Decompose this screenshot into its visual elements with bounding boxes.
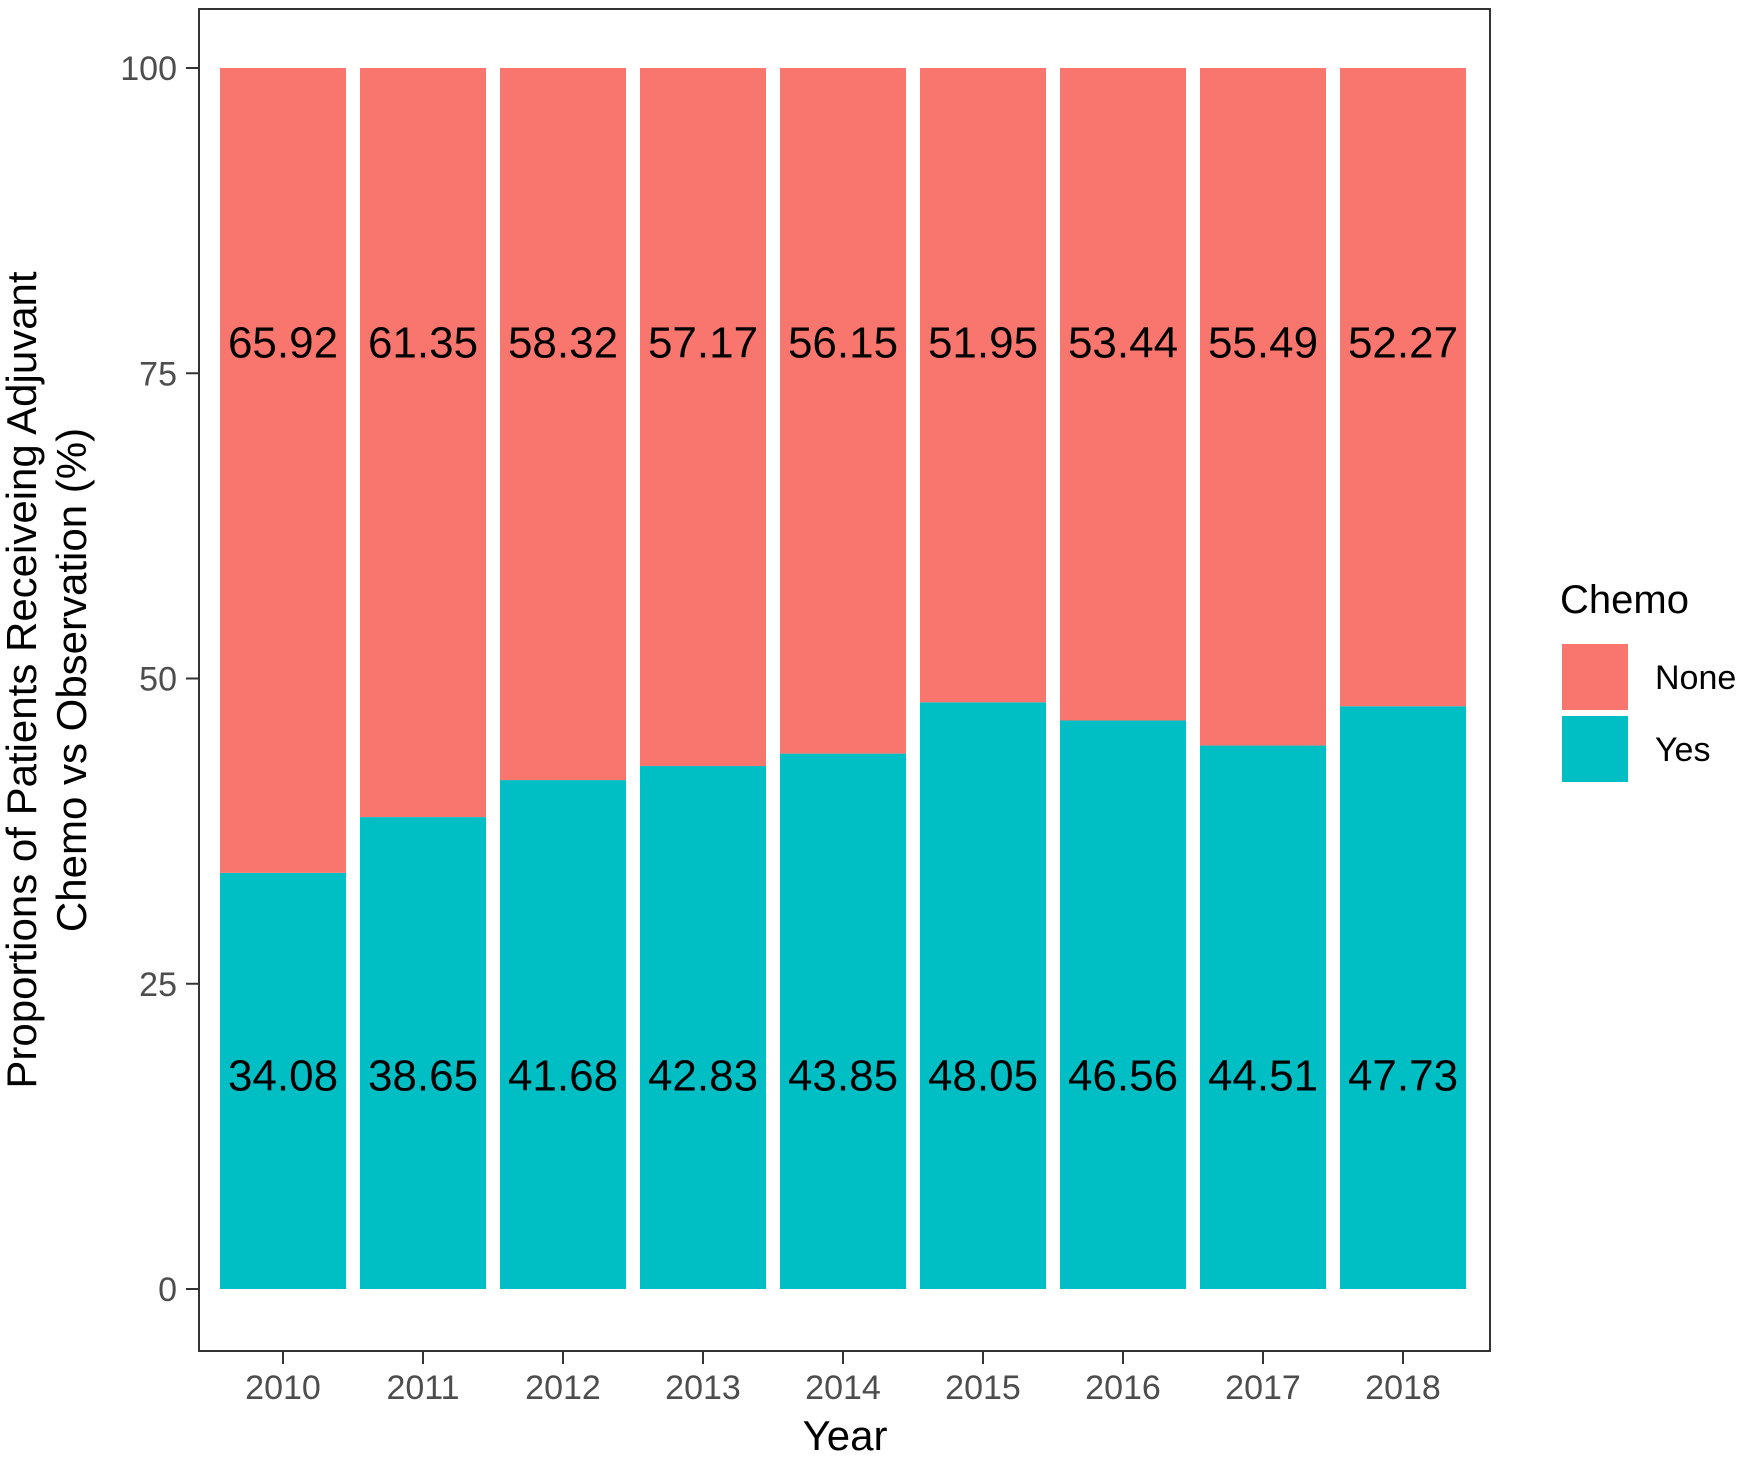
x-tick-label: 2014 [805,1369,881,1407]
legend-swatch-none [1562,644,1628,710]
bar-yes-2015 [920,702,1046,1289]
bar-yes-2012 [500,780,626,1289]
bar-none-2010 [220,68,346,873]
bar-none-2012 [500,68,626,781]
bar-value-label: 57.17 [648,319,758,368]
bar-value-label: 58.32 [508,319,618,368]
x-tick-label: 2011 [386,1369,459,1407]
y-tick-label: 0 [158,1271,177,1309]
y-axis-title-line2: Chemo vs Observation (%) [48,428,95,932]
legend-entries: None Yes [1562,644,1736,782]
bar-value-label: 48.05 [928,1051,1038,1100]
x-axis-title: Year [803,1412,888,1458]
bar-value-label: 65.92 [228,319,338,368]
x-tick-label: 2017 [1225,1369,1301,1407]
y-axis: 0 25 50 75 100 [120,50,199,1309]
bar-value-label: 38.65 [368,1051,478,1100]
bar-yes-2014 [780,753,906,1289]
y-axis-title-line1: Proportions of Patients Receiveing Adjuv… [0,271,45,1088]
bar-none-2018 [1340,68,1466,707]
y-tick-label: 25 [139,966,177,1004]
bar-none-2013 [640,68,766,767]
bar-yes-2010 [220,872,346,1289]
bar-none-2014 [780,68,906,754]
bar-labels: 34.08 65.92 38.65 61.35 41.68 58.32 42.83 57.17… [228,319,1458,1101]
bar-value-label: 43.85 [788,1051,898,1100]
bar-value-label: 52.27 [1348,319,1458,368]
bar-yes-2013 [640,766,766,1289]
bar-value-label: 41.68 [508,1051,618,1100]
legend-title: Chemo [1560,578,1689,622]
legend-label-none: None [1655,659,1736,697]
y-tick-label: 100 [120,50,177,88]
x-tick-label: 2013 [665,1369,741,1407]
x-tick-label: 2016 [1085,1369,1161,1407]
y-tick-label: 50 [139,661,177,699]
bar-value-label: 53.44 [1068,319,1178,368]
x-tick-label: 2015 [945,1369,1021,1407]
bar-none-2016 [1060,68,1186,721]
bar-value-label: 47.73 [1348,1051,1458,1100]
x-tick-label: 2012 [525,1369,601,1407]
bar-value-label: 46.56 [1068,1051,1178,1100]
bar-value-label: 34.08 [228,1051,338,1100]
bars [220,68,1466,1289]
y-axis-title: Proportions of Patients Receiveing Adjuv… [0,271,95,1088]
bar-value-label: 42.83 [648,1051,758,1100]
legend-label-yes: Yes [1655,731,1710,769]
bar-value-label: 61.35 [368,319,478,368]
bar-yes-2018 [1340,706,1466,1289]
bar-none-2015 [920,68,1046,703]
legend-swatch-yes [1562,716,1628,782]
bar-none-2011 [360,68,486,818]
bar-value-label: 56.15 [788,319,898,368]
bar-value-label: 44.51 [1208,1051,1318,1100]
bar-yes-2017 [1200,745,1326,1289]
y-tick-label: 75 [139,355,177,393]
bar-value-label: 55.49 [1208,319,1318,368]
x-tick-label: 2018 [1365,1369,1441,1407]
bar-yes-2011 [360,817,486,1289]
x-axis: 2010 2011 2012 2013 2014 2015 2016 2017 2018 [245,1351,1441,1407]
legend: Chemo None Yes [1560,578,1736,782]
bar-yes-2016 [1060,720,1186,1289]
bar-value-label: 51.95 [928,319,1038,368]
bar-none-2017 [1200,68,1326,746]
x-tick-label: 2010 [245,1369,321,1407]
